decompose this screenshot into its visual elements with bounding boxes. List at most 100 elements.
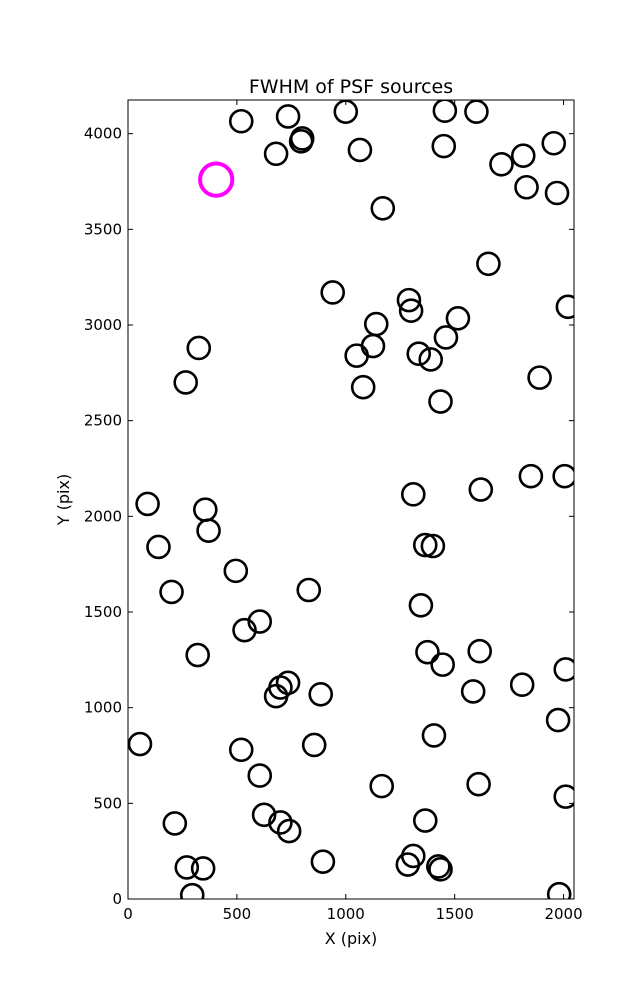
source-circle xyxy=(146,534,171,560)
source-circle xyxy=(545,707,571,733)
source-circle xyxy=(263,141,289,167)
source-circle xyxy=(275,670,301,696)
y-tick-label: 1500 xyxy=(84,603,122,621)
source-circle xyxy=(527,365,552,390)
source-circle xyxy=(552,463,574,489)
source-circle xyxy=(445,306,471,331)
source-circle xyxy=(179,882,205,899)
source-circle xyxy=(518,463,544,489)
source-circle xyxy=(232,617,257,643)
source-circle xyxy=(406,341,432,367)
source-circle xyxy=(400,843,426,869)
y-tick-label: 3000 xyxy=(84,316,122,334)
x-tick-label: 500 xyxy=(223,905,252,923)
x-tick-label: 1000 xyxy=(327,905,365,923)
source-circle xyxy=(320,280,346,305)
source-circle xyxy=(430,652,455,677)
source-circle xyxy=(476,251,501,277)
source-circle xyxy=(510,143,536,168)
source-circle xyxy=(370,195,396,221)
source-circle xyxy=(174,855,200,880)
x-tick-label: 0 xyxy=(123,905,133,923)
y-tick-label: 500 xyxy=(93,794,122,812)
source-circle xyxy=(553,657,574,682)
source-circle xyxy=(509,672,535,698)
source-circle xyxy=(412,808,438,833)
source-circle xyxy=(360,333,386,359)
source-circle xyxy=(289,126,315,151)
sources-layer xyxy=(128,100,574,899)
source-circle xyxy=(196,518,221,543)
y-tick-label: 2000 xyxy=(84,507,122,525)
source-circle xyxy=(128,731,153,757)
source-circle xyxy=(398,298,424,323)
y-tick-label: 4000 xyxy=(84,125,122,143)
source-circle xyxy=(247,763,273,788)
source-circle xyxy=(428,389,453,414)
source-circle xyxy=(468,477,494,502)
source-circle xyxy=(464,100,489,124)
source-circle xyxy=(433,325,459,350)
source-circle xyxy=(467,638,493,664)
source-circle xyxy=(310,849,336,874)
source-circle xyxy=(426,854,451,879)
source-circle xyxy=(408,593,434,618)
source-circle xyxy=(418,347,444,372)
source-circle xyxy=(428,857,453,882)
source-circle xyxy=(420,533,446,559)
source-circle xyxy=(347,137,373,163)
y-tick-label: 1000 xyxy=(84,699,122,717)
source-circle xyxy=(396,287,422,313)
source-circle xyxy=(193,497,218,522)
source-circle xyxy=(301,732,327,758)
source-circle xyxy=(228,737,254,763)
source-circle xyxy=(275,104,301,129)
source-circle xyxy=(344,343,369,368)
source-circle xyxy=(268,810,293,835)
source-circle xyxy=(421,723,447,748)
source-circle xyxy=(544,180,570,206)
y-tick-label: 2500 xyxy=(84,412,122,430)
source-circle xyxy=(251,802,277,828)
source-circle xyxy=(553,784,574,809)
source-circle xyxy=(400,482,426,507)
x-axis-label: X (pix) xyxy=(325,929,378,948)
source-circle xyxy=(363,311,389,337)
highlight-circle xyxy=(198,161,235,198)
chart-title: FWHM of PSF sources xyxy=(249,76,453,98)
source-circle xyxy=(223,558,249,584)
y-tick-label: 0 xyxy=(112,890,122,908)
source-circle xyxy=(431,133,457,159)
source-circle xyxy=(546,881,572,899)
source-circle xyxy=(159,579,184,605)
plot-frame xyxy=(127,99,575,900)
source-circle xyxy=(369,773,395,799)
source-circle xyxy=(415,639,440,665)
source-circle xyxy=(555,294,574,320)
source-circle xyxy=(412,532,438,558)
x-tick-label: 2000 xyxy=(544,905,582,923)
source-circle xyxy=(247,609,273,634)
source-circle xyxy=(135,491,160,517)
x-axis: 0 500 1000 1500 2000 xyxy=(123,100,583,923)
source-circle xyxy=(466,771,491,797)
source-circle xyxy=(276,818,302,844)
source-circle xyxy=(186,335,212,361)
source-circle xyxy=(190,856,216,881)
source-circle xyxy=(173,370,199,395)
source-circle xyxy=(350,374,376,400)
y-axis-label: Y (pix) xyxy=(54,474,73,526)
x-tick-label: 1500 xyxy=(436,905,474,923)
source-circle xyxy=(460,679,486,704)
source-circle xyxy=(185,642,210,668)
source-circle xyxy=(432,100,458,124)
source-circle xyxy=(228,108,254,134)
source-circle xyxy=(308,681,334,707)
source-circle xyxy=(489,151,514,177)
y-tick-label: 3500 xyxy=(84,220,122,238)
source-circle xyxy=(296,577,322,603)
source-circle xyxy=(263,683,289,709)
source-circle xyxy=(162,811,188,836)
source-circle xyxy=(541,130,567,156)
